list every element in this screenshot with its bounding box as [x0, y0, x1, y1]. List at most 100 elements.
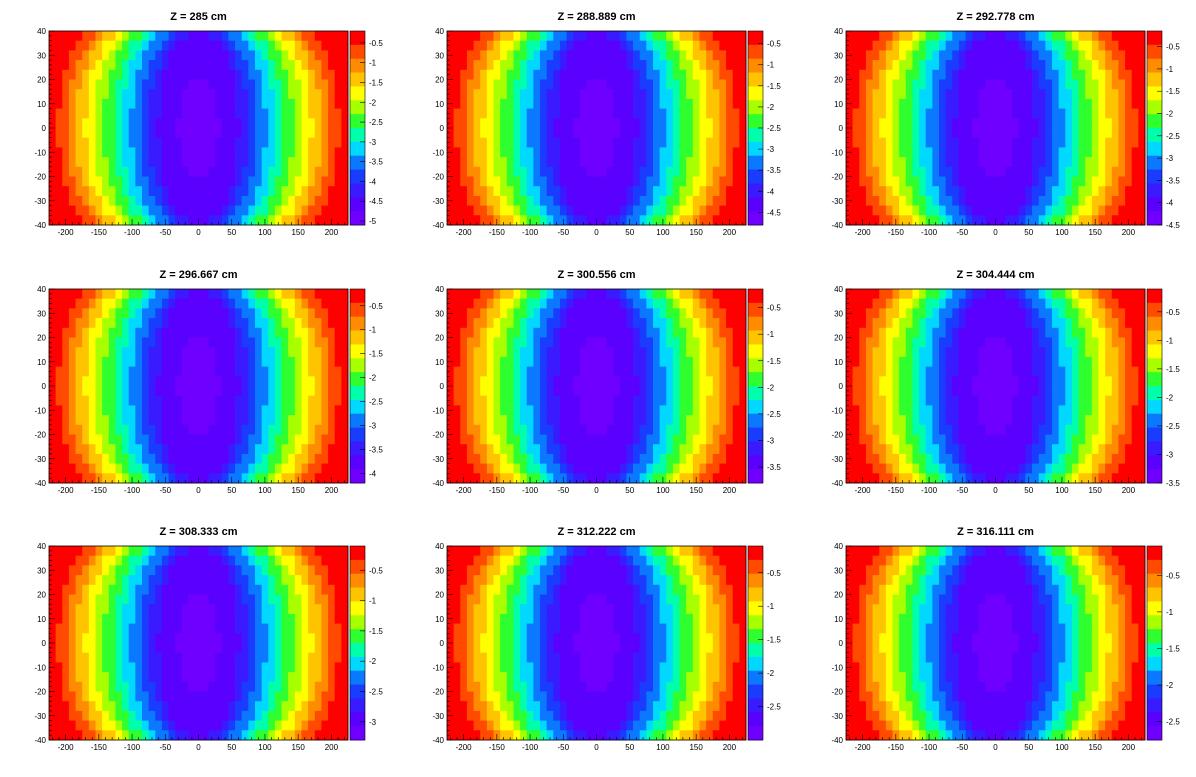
- heatmap-cell: [1012, 109, 1019, 119]
- heatmap-cell: [1019, 186, 1026, 196]
- heatmap-cell: [248, 328, 255, 338]
- heatmap-cell: [500, 41, 507, 51]
- heatmap-cell: [228, 299, 235, 309]
- heatmap-cell: [587, 367, 594, 377]
- color-bar-segment: [748, 59, 763, 73]
- heatmap-cell: [560, 147, 567, 157]
- heatmap-cell: [573, 138, 580, 148]
- heatmap-cell: [573, 425, 580, 435]
- heatmap-cell: [301, 396, 308, 406]
- heatmap-cell: [494, 109, 501, 119]
- heatmap-cell: [235, 99, 242, 109]
- heatmap-cell: [202, 196, 209, 206]
- heatmap-cell: [268, 128, 275, 138]
- heatmap-cell: [288, 289, 295, 299]
- heatmap-cell: [593, 167, 600, 177]
- heatmap-cell: [600, 396, 607, 406]
- heatmap-cell: [507, 206, 514, 216]
- heatmap-cell: [328, 206, 335, 216]
- heatmap-cell: [680, 138, 687, 148]
- heatmap-cell: [646, 425, 653, 435]
- heatmap-cell: [321, 206, 328, 216]
- x-tick-label: -50: [159, 486, 171, 495]
- heatmap-cell: [308, 177, 315, 187]
- heatmap-cell: [573, 167, 580, 177]
- heatmap-cell: [474, 289, 481, 299]
- heatmap-cell: [999, 41, 1006, 51]
- heatmap-cell: [1072, 31, 1079, 41]
- heatmap-cell: [1118, 186, 1125, 196]
- heatmap-cell: [202, 177, 209, 187]
- heatmap-cell: [533, 415, 540, 425]
- heatmap-cell: [169, 41, 176, 51]
- heatmap-cell: [567, 415, 574, 425]
- heatmap-cell: [739, 157, 746, 167]
- heatmap-cell: [96, 138, 103, 148]
- heatmap-cell: [268, 318, 275, 328]
- heatmap-cell: [547, 50, 554, 60]
- heatmap-cell: [513, 99, 520, 109]
- heatmap-cell: [195, 167, 202, 177]
- heatmap-cell: [906, 118, 913, 128]
- heatmap-cell: [195, 415, 202, 425]
- heatmap-cell: [653, 405, 660, 415]
- heatmap-cell: [986, 80, 993, 90]
- heatmap-cell: [527, 138, 534, 148]
- heatmap-cell: [680, 347, 687, 357]
- heatmap-cell: [1045, 99, 1052, 109]
- color-bar: -0.5-1-1.5-2-2.5-3-3.5-4-4.5-5: [350, 31, 383, 226]
- heatmap-cell: [886, 157, 893, 167]
- heatmap-cell: [335, 99, 342, 109]
- heatmap-cell: [169, 454, 176, 464]
- heatmap-cell: [467, 89, 474, 99]
- heatmap-cell: [321, 299, 328, 309]
- heatmap-cell: [986, 31, 993, 41]
- heatmap-cell: [494, 167, 501, 177]
- heatmap-cell: [155, 396, 162, 406]
- heatmap-cell: [295, 405, 302, 415]
- heatmap-cell: [593, 415, 600, 425]
- heatmap-cell: [62, 80, 69, 90]
- heatmap-cell: [600, 177, 607, 187]
- heatmap-cell: [1125, 70, 1132, 80]
- heatmap-cell: [673, 177, 680, 187]
- heatmap-cell: [122, 138, 129, 148]
- y-tick-label: -40: [831, 221, 843, 230]
- heatmap-cell: [308, 186, 315, 196]
- heatmap-cell: [222, 206, 229, 216]
- heatmap-cell: [1059, 99, 1066, 109]
- heatmap-cell: [1059, 206, 1066, 216]
- heatmap-cell: [315, 147, 322, 157]
- heatmap-cell: [1045, 196, 1052, 206]
- heatmap-cell: [540, 435, 547, 445]
- heatmap-cell: [480, 464, 487, 474]
- heatmap-cell: [222, 386, 229, 396]
- heatmap-cell: [335, 89, 342, 99]
- heatmap-cell: [1065, 157, 1072, 167]
- heatmap-cell: [242, 60, 249, 70]
- heatmap-cell: [135, 318, 142, 328]
- heatmap-cell: [553, 167, 560, 177]
- heatmap-cell: [932, 167, 939, 177]
- heatmap-cell: [149, 454, 156, 464]
- heatmap-cell: [1072, 50, 1079, 60]
- heatmap-cell: [567, 167, 574, 177]
- heatmap-cell: [673, 196, 680, 206]
- heatmap-cell: [308, 289, 315, 299]
- heatmap-cell: [262, 405, 269, 415]
- heatmap-cell: [321, 454, 328, 464]
- heatmap-cell: [873, 206, 880, 216]
- x-tick-label: 100: [1055, 228, 1069, 237]
- heatmap-cell: [474, 318, 481, 328]
- heatmap-cell: [527, 128, 534, 138]
- heatmap-cell: [1132, 167, 1139, 177]
- heatmap-cell: [275, 347, 282, 357]
- heatmap-cell: [89, 177, 96, 187]
- y-tick-label: 10: [834, 100, 843, 109]
- heatmap-cell: [666, 196, 673, 206]
- heatmap-cell: [89, 396, 96, 406]
- heatmap-cell: [1079, 167, 1086, 177]
- heatmap-cell: [96, 405, 103, 415]
- heatmap-cell: [262, 289, 269, 299]
- heatmap-cell: [89, 367, 96, 377]
